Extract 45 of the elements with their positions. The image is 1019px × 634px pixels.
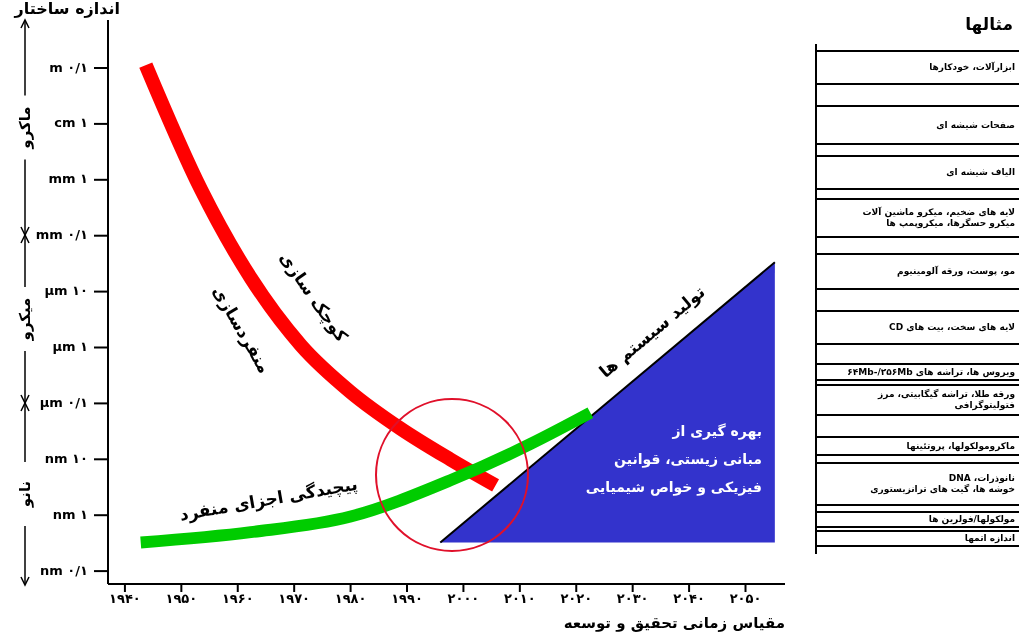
text: ورقه طلا، تراشه گیگابیتی، مرز فتولیتوگرافی bbox=[815, 384, 1019, 416]
text: μm ۱۰ bbox=[44, 283, 88, 299]
text: μm ۰/۱ bbox=[39, 394, 88, 410]
text: تولید سیستم ها bbox=[595, 281, 710, 383]
text: لایه های سخت، بیت های CD bbox=[815, 310, 1019, 345]
annotation: بهره گیری از مبانی زیستی، قوانین فیزیکی و خواص شیمیایی bbox=[585, 423, 762, 496]
x-tick-label: ۱۹۴۰ bbox=[109, 591, 141, 607]
text: ماکرومولکولها، پروتئینها bbox=[815, 436, 1019, 456]
x-tick-label: ۲۰۵۰ bbox=[729, 591, 762, 607]
text: اندازه اتمها bbox=[815, 530, 1019, 547]
text: میکرو bbox=[15, 297, 34, 342]
text: نانو bbox=[15, 480, 34, 509]
text: نانوذرات، DNA خوشه ها، گیت های ترانزیستوری bbox=[815, 462, 1019, 506]
text: لایه های ضخیم، میکرو ماشین آلات میکرو حسگرها، میکروپمپ ها bbox=[815, 198, 1019, 238]
text: mm ۰/۱ bbox=[35, 227, 88, 243]
text: ویروس ها، تراشه های ۶۴Mb-/۲۵۶Mb bbox=[815, 363, 1019, 381]
x-axis-title: مقیاس زمانی تحقیق و توسعه bbox=[563, 614, 785, 632]
text: کوچک سازی bbox=[274, 248, 353, 346]
text: مثالها bbox=[965, 14, 1013, 34]
text: ماکرو bbox=[15, 106, 34, 150]
x-tick-label: ۲۰۱۰ bbox=[503, 591, 536, 607]
x-tick-label: ۱۹۵۰ bbox=[165, 591, 198, 607]
text: ابزارآلات، خودکارها bbox=[815, 50, 1019, 85]
text: m ۰/۱ bbox=[49, 59, 88, 75]
text: صفحات شیشه ای bbox=[815, 105, 1019, 145]
text: nm ۱۰ bbox=[44, 450, 88, 466]
annotation: منفردسازی bbox=[207, 282, 275, 378]
text: پیچیدگی اجزای منفرد bbox=[178, 473, 360, 526]
text: mm ۱ bbox=[48, 171, 88, 187]
x-tick-label: ۱۹۸۰ bbox=[334, 591, 367, 607]
y-axis-title: اندازه ساختار bbox=[13, 0, 120, 18]
x-tick-label: ۲۰۰۰ bbox=[447, 591, 480, 607]
text: مو، پوست، ورقه آلومینیوم bbox=[815, 253, 1019, 290]
x-tick-label: ۱۹۹۰ bbox=[391, 591, 423, 607]
x-tick-label: ۱۹۶۰ bbox=[221, 591, 254, 607]
text: nm ۱ bbox=[52, 506, 88, 522]
text: مولکولها/فولرین ها bbox=[815, 511, 1019, 528]
x-tick-label: ۲۰۴۰ bbox=[673, 591, 705, 607]
text: μm ۱ bbox=[52, 339, 88, 354]
text: nm ۰/۱ bbox=[40, 562, 88, 578]
text: الیاف شیشه ای bbox=[815, 155, 1019, 190]
x-tick-label: ۱۹۷۰ bbox=[278, 591, 311, 607]
x-tick-label: ۲۰۲۰ bbox=[560, 591, 593, 607]
x-tick-label: ۲۰۳۰ bbox=[616, 591, 649, 607]
text: cm ۱ bbox=[54, 115, 88, 131]
